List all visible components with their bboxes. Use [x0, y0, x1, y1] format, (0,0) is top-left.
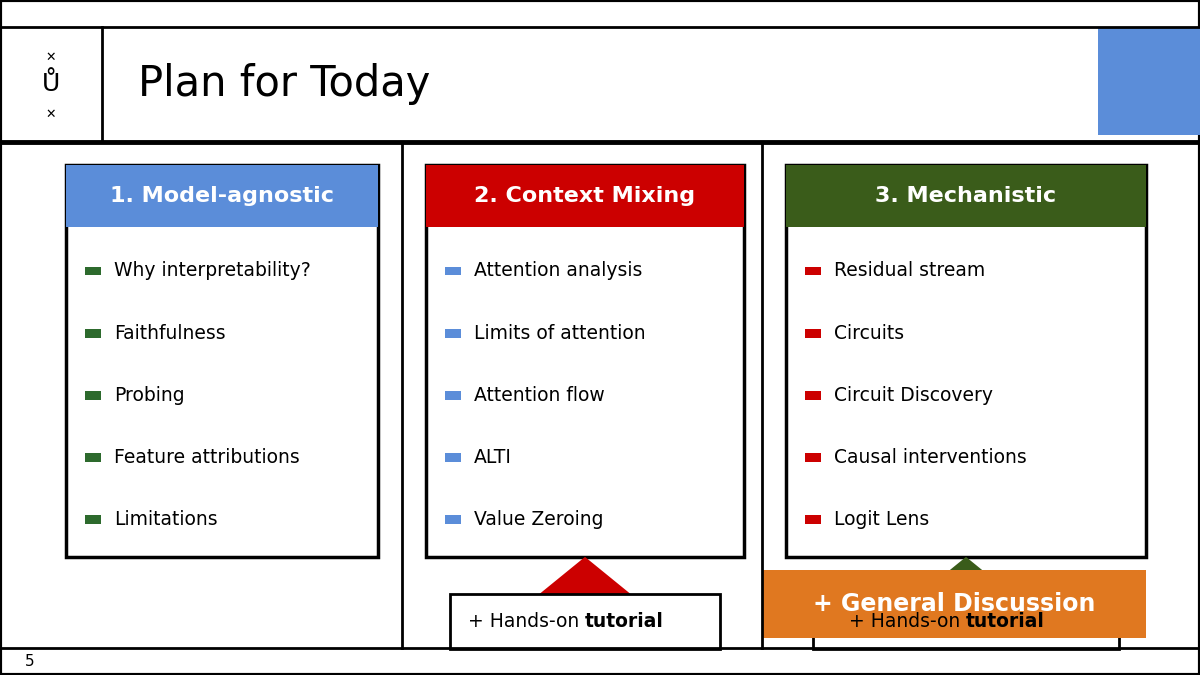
Bar: [805, 515, 821, 524]
Bar: [66, 165, 378, 557]
Bar: [445, 267, 461, 275]
Polygon shape: [540, 557, 631, 594]
Text: Why interpretability?: Why interpretability?: [114, 261, 311, 281]
Text: 5: 5: [25, 654, 35, 669]
Text: + General Discussion: + General Discussion: [812, 592, 1096, 616]
Bar: [66, 165, 378, 227]
Polygon shape: [920, 557, 1012, 594]
Text: tutorial: tutorial: [966, 612, 1045, 631]
Bar: [426, 165, 744, 227]
Bar: [85, 515, 101, 524]
Text: Attention analysis: Attention analysis: [474, 261, 642, 281]
Bar: [450, 594, 720, 649]
Bar: [805, 391, 821, 400]
Text: Causal interventions: Causal interventions: [834, 448, 1027, 467]
Bar: [805, 267, 821, 275]
Text: Logit Lens: Logit Lens: [834, 510, 929, 529]
Bar: [85, 391, 101, 400]
Text: + Hands-on: + Hands-on: [468, 612, 584, 631]
Text: Attention flow: Attention flow: [474, 386, 605, 405]
Text: Plan for Today: Plan for Today: [138, 63, 431, 105]
Text: ✕: ✕: [46, 51, 56, 64]
Text: Residual stream: Residual stream: [834, 261, 985, 281]
Text: 3. Mechanistic: 3. Mechanistic: [876, 186, 1056, 207]
Text: Probing: Probing: [114, 386, 185, 405]
Text: ALTI: ALTI: [474, 448, 512, 467]
Bar: [85, 453, 101, 462]
Bar: [805, 453, 821, 462]
Bar: [805, 329, 821, 338]
Text: Ů: Ů: [42, 72, 60, 97]
Bar: [85, 267, 101, 275]
Bar: [426, 165, 744, 557]
Bar: [445, 453, 461, 462]
Text: Value Zeroing: Value Zeroing: [474, 510, 604, 529]
Bar: [1098, 27, 1200, 135]
Bar: [445, 391, 461, 400]
Bar: [786, 165, 1146, 227]
Bar: [85, 329, 101, 338]
Bar: [786, 165, 1146, 557]
Text: 1. Model-agnostic: 1. Model-agnostic: [110, 186, 334, 207]
Bar: [814, 594, 1120, 649]
Text: Circuit Discovery: Circuit Discovery: [834, 386, 994, 405]
Text: 2. Context Mixing: 2. Context Mixing: [474, 186, 696, 207]
Text: ✕: ✕: [46, 108, 56, 122]
Text: Feature attributions: Feature attributions: [114, 448, 300, 467]
Text: Faithfulness: Faithfulness: [114, 323, 226, 343]
Text: Limits of attention: Limits of attention: [474, 323, 646, 343]
Text: Circuits: Circuits: [834, 323, 904, 343]
Bar: [445, 329, 461, 338]
Bar: [762, 570, 1146, 638]
Text: tutorial: tutorial: [584, 612, 664, 631]
Text: Limitations: Limitations: [114, 510, 217, 529]
Bar: [445, 515, 461, 524]
Text: + Hands-on: + Hands-on: [848, 612, 966, 631]
